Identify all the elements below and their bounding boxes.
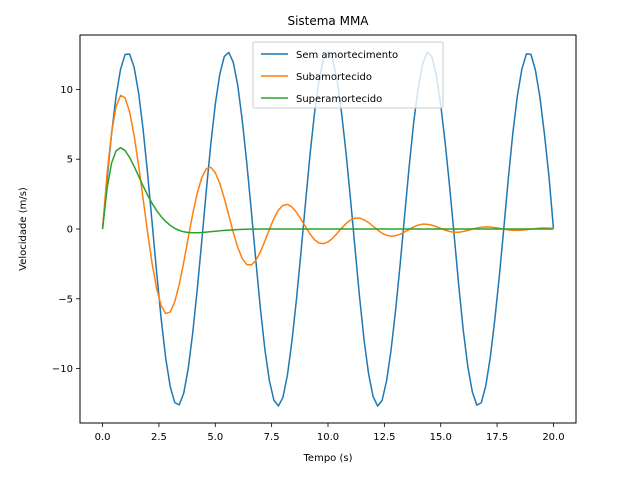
x-tick-label: 2.5 [151, 432, 167, 443]
x-axis-label: Tempo (s) [303, 453, 353, 464]
x-tick-label: 7.5 [264, 432, 280, 443]
x-tick-label: 0.0 [95, 432, 111, 443]
chart-title: Sistema MMA [287, 14, 369, 28]
x-tick-label: 5.0 [207, 432, 223, 443]
x-tick-label: 20.0 [542, 432, 564, 443]
legend: Sem amortecimento Subamortecido Superamort… [252, 41, 444, 109]
y-tick-label: 0 [67, 225, 73, 236]
x-tick-label: 10.0 [317, 432, 339, 443]
y-axis-label: Velocidade (m/s) [18, 187, 29, 271]
series-line-3 [101, 146, 554, 234]
x-tick-label: 15.0 [430, 432, 452, 443]
x-tick-label: 12.5 [373, 432, 395, 443]
legend-box [252, 41, 444, 109]
y-axis-ticks: −10 −5 0 5 10 [52, 85, 80, 375]
x-tick-label: 17.5 [486, 432, 508, 443]
y-tick-label: 5 [67, 155, 73, 166]
y-tick-label: −10 [52, 364, 73, 375]
y-tick-label: 10 [60, 85, 73, 96]
legend-label-3: Superamortecido [296, 94, 382, 105]
y-tick-label: −5 [58, 294, 73, 305]
x-axis-ticks: 0.0 2.5 5.0 7.5 10.0 12.5 15.0 17.5 20.0 [95, 423, 565, 443]
legend-label-1: Sem amortecimento [296, 50, 398, 61]
legend-label-2: Subamortecido [296, 72, 372, 83]
series-line-2 [101, 94, 554, 315]
